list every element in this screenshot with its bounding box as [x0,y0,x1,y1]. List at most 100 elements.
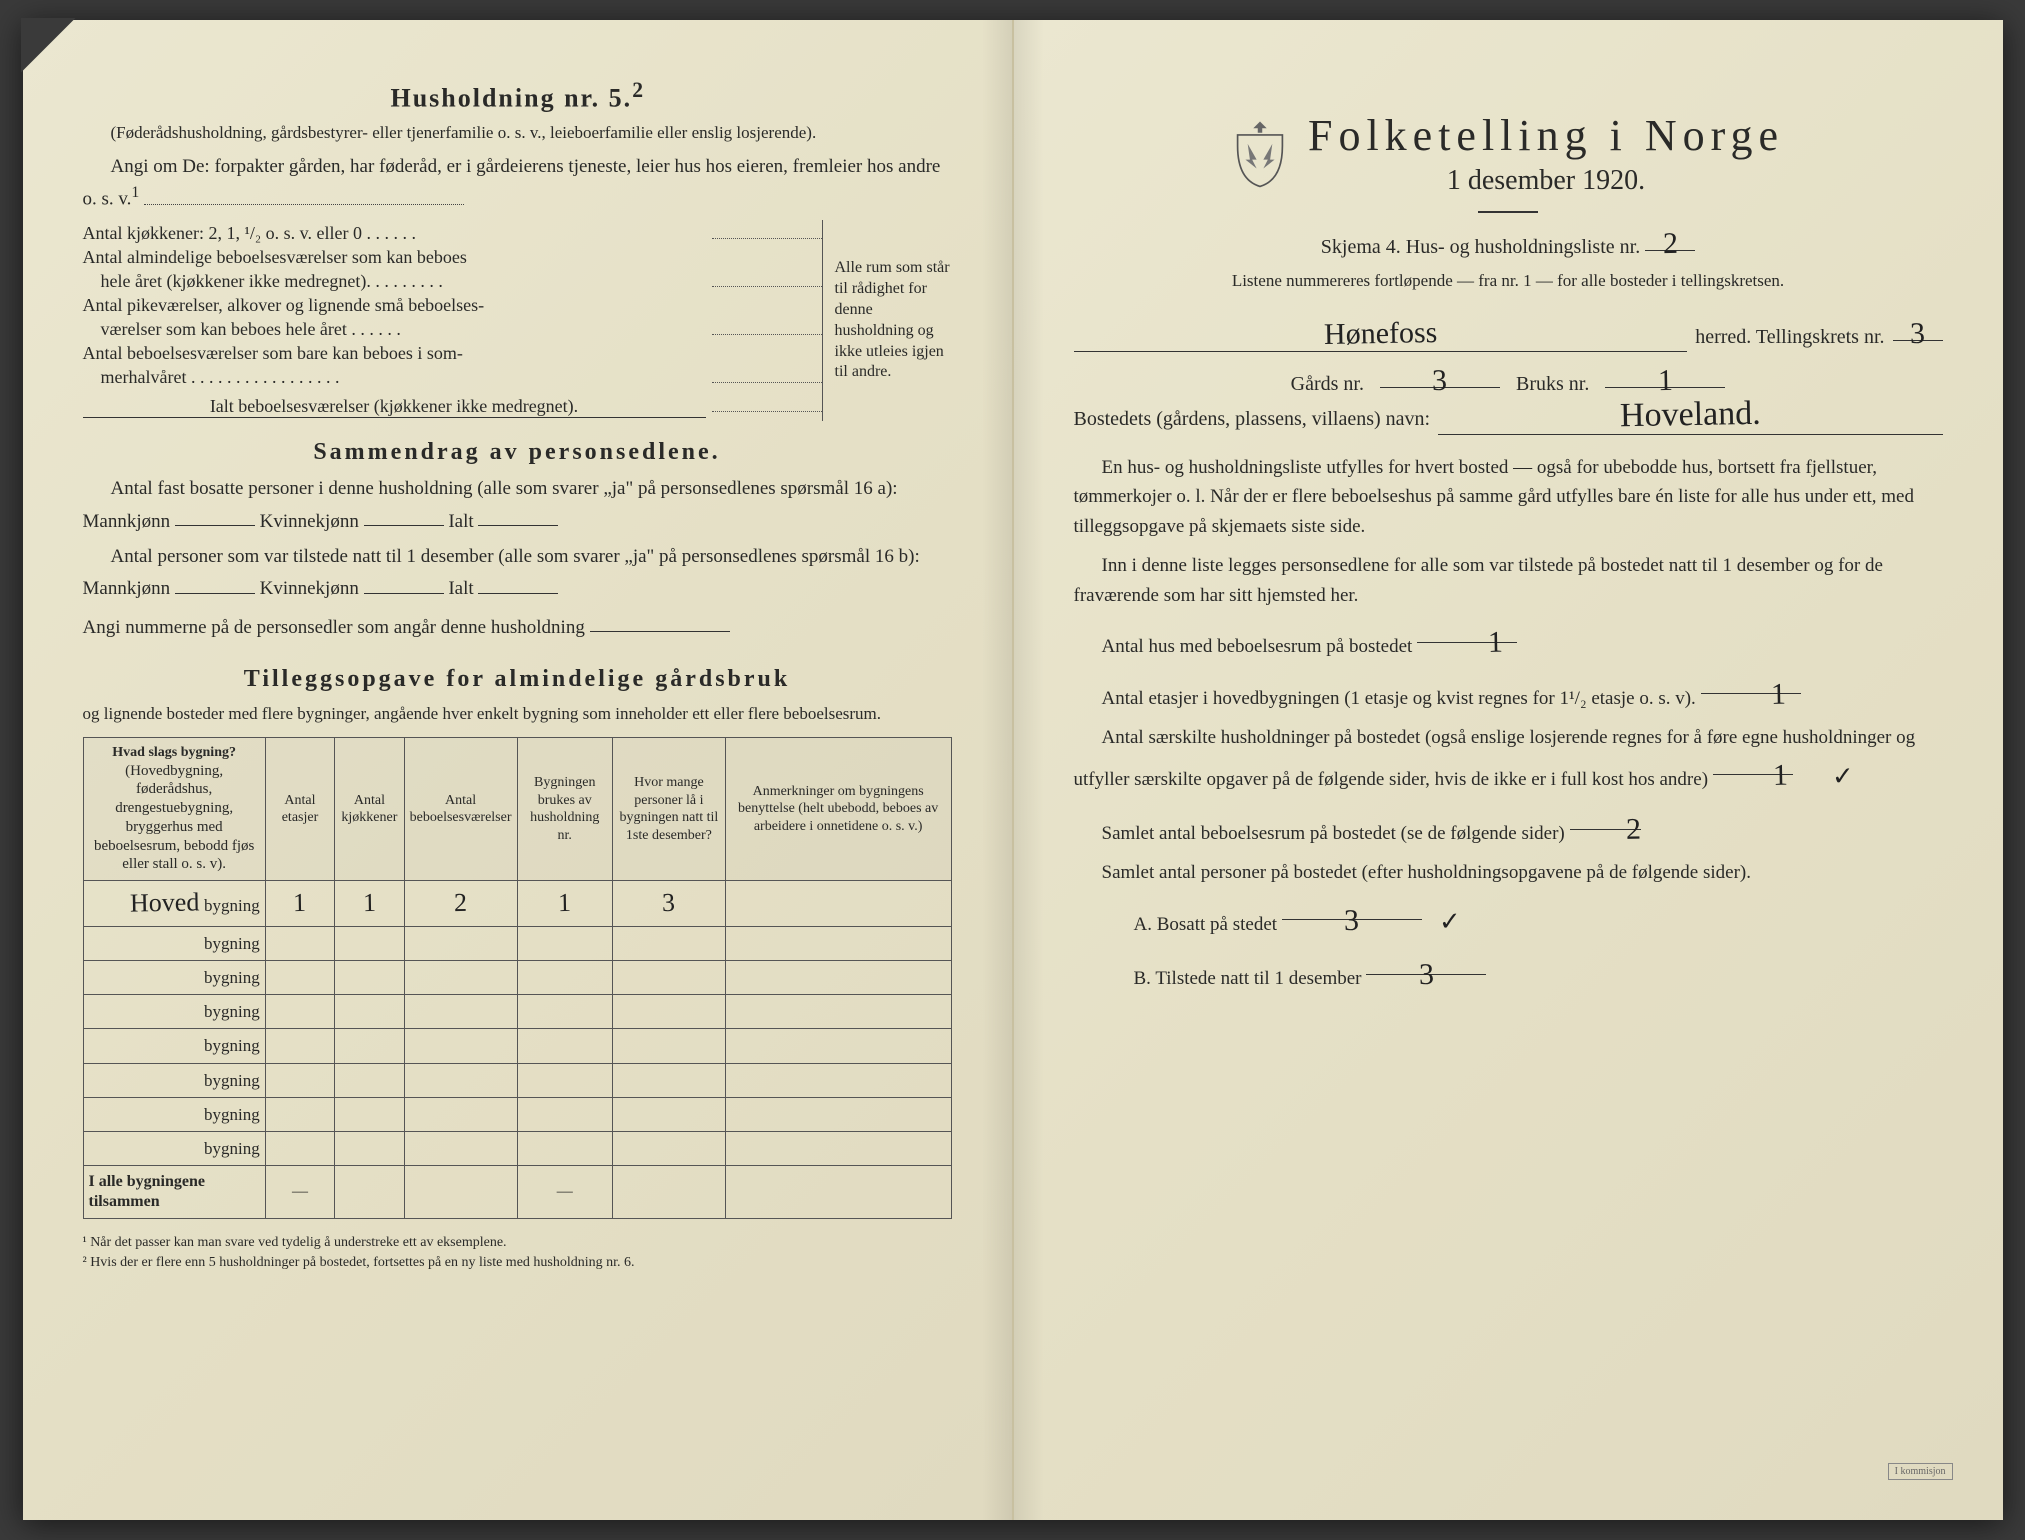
heading-text: Husholdning nr. 5. [390,84,632,113]
heading-sammendrag: Sammendrag av personsedlene. [83,439,952,466]
row-ialt: Ialt beboelsesværelser (kjøkkener ikke m… [83,396,706,418]
row-fill [712,411,822,412]
room-rows: Antal kjøkkener: 2, 1, ¹/₂ o. s. v. elle… [83,220,822,421]
cell-label: bygning [83,1097,265,1131]
qA-line: A. Bosatt på stedet 3 ✓ [1074,898,1943,942]
table-row: bygning [83,1132,951,1166]
hw-val: 3 [662,887,676,920]
divider [1478,211,1538,213]
krets-field: 3 [1893,317,1943,341]
row-fill [712,238,822,239]
gards-field: 3 [1380,364,1500,388]
th1b: (Hovedbygning, føderådshus, drengestueby… [94,763,254,873]
hw-herred: Hønefoss [1323,316,1437,352]
q1-line: Antal hus med beboelsesrum på bostedet 1 [1074,620,1943,661]
bruks-label: Bruks nr. [1516,373,1589,396]
gards-label: Gårds nr. [1291,373,1364,396]
sd2b: Kvinnekjønn [260,578,359,599]
hw-q4: 2 [1597,806,1641,853]
right-page: Folketelling i Norge 1 desember 1920. Sk… [1013,20,2003,1520]
cell-label: Hoved bygning [83,881,265,927]
qB-label: B. Tilstede natt til 1 desember [1134,968,1362,989]
sd2c: Ialt [448,578,473,599]
crest-icon [1232,119,1288,189]
q1-label: Antal hus med beboelsesrum på bostedet [1102,636,1413,657]
cell-label: bygning [83,1063,265,1097]
fold-shadow [982,20,1012,1520]
table-row: bygning [83,1063,951,1097]
cell-label: bygning [83,960,265,994]
row-fill [712,382,822,383]
table-row: bygning [83,1029,951,1063]
qA-label: A. Bosatt på stedet [1134,914,1278,935]
th-anm: Anmerkninger om bygningens benyttelse (h… [725,738,951,881]
q4-label: Samlet antal beboelsesrum på bostedet (s… [1102,823,1565,844]
left-page: Husholdning nr. 5.2 (Føderådshusholdning… [23,20,1013,1520]
row-sommer-a: Antal beboelsesværelser som bare kan beb… [83,343,822,364]
hw-bruks: 1 [1658,364,1674,398]
bosted-line: Bostedets (gårdens, plassens, villaens) … [1074,408,1943,435]
hw-krets: 3 [1910,317,1926,351]
hw-qB: 3 [1418,952,1434,999]
heading-sup: 2 [632,78,643,102]
hw-hoved: Hoved [130,887,200,921]
cell: 3 [612,881,725,927]
th1a: Hvad slags bygning? [112,745,236,760]
heading-husholdning: Husholdning nr. 5.2 [83,78,952,114]
sd1b: Kvinnekjønn [260,510,359,531]
th-kjokken: Antal kjøkkener [335,738,404,881]
cell-label: bygning [83,1029,265,1063]
row-kjokken: Antal kjøkkener: 2, 1, ¹/₂ o. s. v. elle… [83,223,706,244]
cell-label: bygning [83,926,265,960]
herred-label: herred. Tellingskrets nr. [1695,326,1884,349]
dash: — [265,1166,334,1219]
hw-val: 1 [363,887,377,920]
sd-line1: Antal fast bosatte personer i denne hush… [83,474,952,536]
blank-line [144,184,464,205]
cell: 2 [404,881,517,927]
footnote-1: ¹ Når det passer kan man svare ved tydel… [83,1233,952,1253]
cell-label: bygning [83,995,265,1029]
sd-line2: Antal personer som var tilstede natt til… [83,542,952,604]
row-sommer-b: merhalvåret . . . . . . . . . . . . . . … [83,367,706,388]
footnotes: ¹ Når det passer kan man svare ved tydel… [83,1233,952,1272]
main-title: Folketelling i Norge [1308,110,1784,161]
lbl-bygning: bygning [204,896,260,915]
blank [364,504,444,527]
hw-qA: 3 [1344,898,1360,945]
row-pike-a: Antal pikeværelser, alkover og lignende … [83,295,822,316]
table-row: bygning [83,926,951,960]
bruks-field: 1 [1605,364,1725,388]
bosted-field: Hoveland. [1438,411,1942,435]
q3-line: Antal særskilte husholdninger på bostede… [1074,723,1943,797]
th-etasjer: Antal etasjer [265,738,334,881]
body-p2: Inn i denne liste legges personsedlene f… [1074,551,1943,610]
torn-corner [21,18,76,73]
th-brukes: Bygningen brukes av husholdning nr. [517,738,612,881]
hw-q2: 1 [1743,671,1787,718]
para-angi-sup: 1 [131,184,139,201]
table-row: bygning [83,995,951,1029]
listene-note: Listene nummereres fortløpende — fra nr.… [1074,271,1943,291]
hw-val: 2 [1662,227,1678,261]
q3-field: 1 [1713,753,1793,776]
q4-line: Samlet antal beboelsesrum på bostedet (s… [1074,807,1943,848]
brace-note: Alle rum som står til rådighet for denne… [822,220,952,421]
hw-val: 1 [558,887,572,920]
document-spread: Husholdning nr. 5.2 (Føderådshusholdning… [23,20,2003,1520]
blank [364,571,444,594]
skjema-label: Skjema 4. Hus- og husholdningsliste nr. [1321,236,1640,258]
hw-check: ✓ [1803,756,1853,797]
qB-line: B. Tilstede natt til 1 desember 3 [1074,952,1943,993]
q2-line: Antal etasjer i hovedbygningen (1 etasje… [1074,672,1943,713]
title-block: Folketelling i Norge 1 desember 1920. [1074,110,1943,213]
sd3: Angi nummerne på de personsedler som ang… [83,616,585,637]
bosted-label: Bostedets (gårdens, plassens, villaens) … [1074,408,1431,431]
hw-val: 2 [454,887,468,920]
printer-stamp: I kommisjon [1888,1463,1953,1480]
q5-label: Samlet antal personer på bostedet (efter… [1074,858,1943,887]
skjema-line: Skjema 4. Hus- og husholdningsliste nr. … [1074,227,1943,259]
row-alm-b: hele året (kjøkkener ikke medregnet). . … [83,271,706,292]
cell: 1 [335,881,404,927]
q1-field: 1 [1417,620,1517,643]
